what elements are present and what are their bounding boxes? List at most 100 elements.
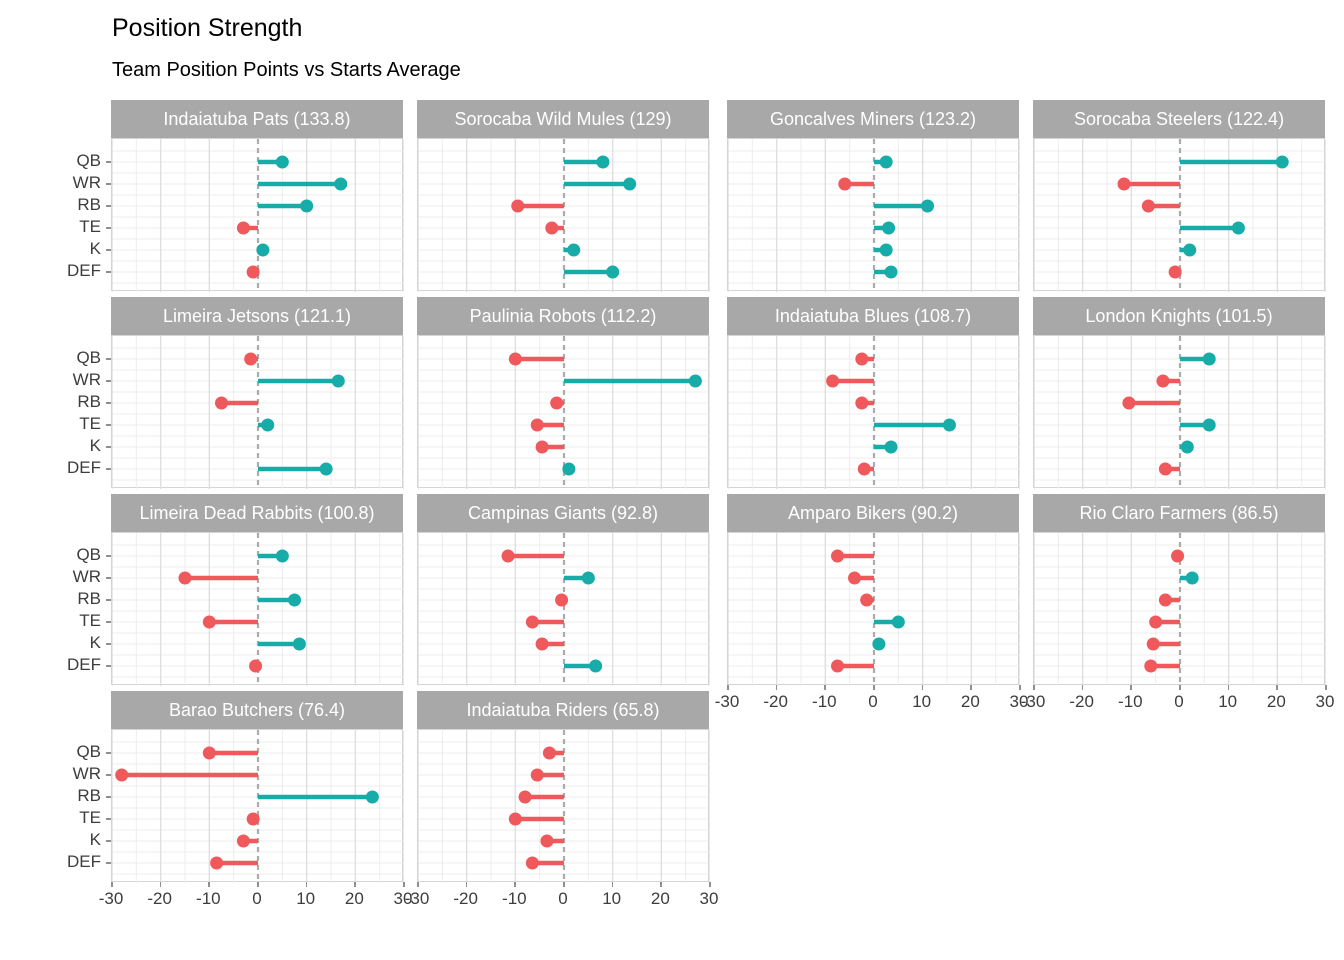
lollipop-dot <box>246 812 260 826</box>
y-tick-mark <box>106 183 111 185</box>
plot-svg <box>111 730 405 883</box>
lollipop-dot <box>550 396 564 410</box>
y-tick-mark <box>106 752 111 754</box>
lollipop-dot <box>623 177 637 191</box>
y-tick-mark <box>106 665 111 667</box>
y-tick-label: QB <box>76 545 101 564</box>
lollipop-dot <box>508 812 522 826</box>
plot-svg <box>111 336 405 489</box>
x-tick-label: -20 <box>147 889 172 908</box>
lollipop-dot <box>542 746 556 760</box>
facet-strip: Limeira Dead Rabbits (100.8) <box>111 494 403 532</box>
plot-area <box>727 335 1021 489</box>
plot-svg <box>727 336 1021 489</box>
lollipop-dot <box>879 243 893 257</box>
facet-strip: Indaiatuba Blues (108.7) <box>727 297 1019 335</box>
lollipop-dot <box>831 659 844 673</box>
lollipop-dot <box>1141 199 1155 213</box>
y-tick-mark <box>106 205 111 207</box>
lollipop-dot <box>236 221 250 235</box>
x-tick-mark <box>465 882 468 887</box>
plot-area <box>1033 532 1327 686</box>
plot-area <box>727 138 1021 292</box>
plot-area <box>417 335 711 489</box>
facet-strip: Barao Butchers (76.4) <box>111 691 403 729</box>
x-tick-label: 20 <box>960 692 980 711</box>
lollipop-dot <box>210 856 224 870</box>
facet: London Knights (101.5) <box>1033 297 1327 489</box>
plot-area <box>111 729 405 883</box>
lollipop-dot <box>1202 418 1216 432</box>
lollipop-dot <box>535 637 549 651</box>
x-tick-mark <box>159 882 162 887</box>
y-tick-label: DEF <box>67 655 101 674</box>
lollipop-dot <box>855 352 869 366</box>
facet-title: Barao Butchers (76.4) <box>168 699 346 720</box>
x-tick-label: 10 <box>912 692 932 711</box>
lollipop-dot <box>365 790 379 804</box>
lollipop-dot <box>838 177 852 191</box>
lollipop-dot <box>334 177 348 191</box>
lollipop-dot <box>596 155 610 169</box>
facet-title: Sorocaba Steelers (122.4) <box>1073 108 1285 129</box>
y-tick-mark <box>106 271 111 273</box>
lollipop-dot <box>178 571 192 585</box>
y-tick-label: K <box>89 239 101 258</box>
lollipop-dot <box>244 352 258 366</box>
lollipop-dot <box>879 155 893 169</box>
x-tick-mark <box>354 882 356 887</box>
x-tick-mark <box>970 685 972 690</box>
lollipop-dot <box>215 396 228 410</box>
lollipop-dot <box>525 856 539 870</box>
facet: Limeira Dead Rabbits (100.8) <box>111 494 405 686</box>
lollipop-dot <box>1231 221 1245 235</box>
facet: Indaiatuba Riders (65.8) <box>417 691 711 883</box>
facet-strip: Sorocaba Steelers (122.4) <box>1033 100 1325 138</box>
lollipop-dot <box>261 418 275 432</box>
x-tick-mark <box>1276 685 1278 690</box>
x-tick-mark <box>111 882 113 887</box>
lollipop-dot <box>256 243 270 257</box>
lollipop-dot <box>1146 637 1160 651</box>
facet-title: Indaiatuba Blues (108.7) <box>774 305 972 326</box>
lollipop-dot <box>300 199 314 213</box>
y-tick-label: TE <box>79 414 101 433</box>
y-tick-label: K <box>89 830 101 849</box>
lollipop-dot <box>501 549 515 563</box>
plot-svg <box>417 730 711 883</box>
x-tick-mark <box>514 882 516 887</box>
lollipop-dot <box>860 593 874 607</box>
facet-strip: Rio Claro Farmers (86.5) <box>1033 494 1325 532</box>
x-tick-label: -10 <box>812 692 837 711</box>
lollipop-dot <box>518 790 532 804</box>
x-tick-label: -30 <box>714 692 740 711</box>
lollipop-dot <box>882 221 896 235</box>
facet-strip: Goncalves Miners (123.2) <box>727 100 1019 138</box>
chart-subtitle: Team Position Points vs Starts Average <box>112 59 461 81</box>
plot-svg <box>727 533 1021 686</box>
x-tick-label: 0 <box>868 692 878 711</box>
x-tick-label: -30 <box>1020 692 1046 711</box>
lollipop-dot <box>857 462 871 476</box>
facet-title: Campinas Giants (92.8) <box>467 502 659 523</box>
lollipop-dot <box>202 746 216 760</box>
lollipop-dot <box>115 768 129 782</box>
facet: Goncalves Miners (123.2) <box>727 100 1021 292</box>
x-tick-mark <box>1130 685 1132 690</box>
x-tick-mark <box>1227 685 1230 690</box>
lollipop-dot <box>1158 462 1172 476</box>
x-tick-mark <box>709 882 711 887</box>
plot-svg <box>727 139 1021 292</box>
y-tick-label: TE <box>79 217 101 236</box>
x-tick-mark <box>208 882 210 887</box>
x-tick-label: 30 <box>393 889 413 908</box>
facet-strip: Amparo Bikers (90.2) <box>727 494 1019 532</box>
y-tick-label: WR <box>72 370 101 389</box>
x-tick-label: 20 <box>650 889 670 908</box>
x-tick-mark <box>305 882 308 887</box>
lollipop-dot <box>891 615 905 629</box>
lollipop-dot <box>525 615 539 629</box>
chart-title: Position Strength <box>112 14 303 42</box>
y-tick-label: RB <box>77 786 101 805</box>
lollipop-dot <box>511 199 525 213</box>
